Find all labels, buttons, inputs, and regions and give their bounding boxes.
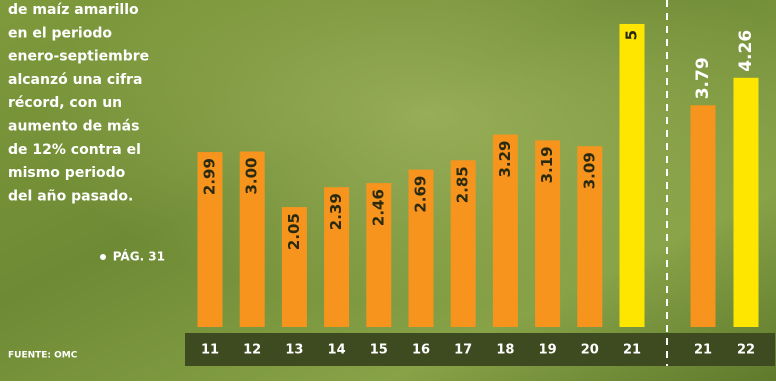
x-tick-label: 14	[328, 343, 346, 358]
x-tick-label: 13	[285, 343, 303, 358]
bar	[492, 134, 518, 327]
x-tick-label: 12	[243, 343, 261, 358]
bar	[619, 23, 645, 327]
bar	[535, 140, 561, 327]
x-tick-label: 21	[694, 343, 712, 358]
bars: 2.99 11 3.00 12 2.05 13 2.39 14 2.46 15 2.69 16 2.85…	[197, 23, 759, 358]
bar	[366, 183, 392, 327]
x-tick-label: 11	[201, 343, 219, 358]
text-line: en el periodo	[8, 25, 112, 41]
bar	[733, 77, 759, 327]
bar	[450, 160, 476, 327]
value-label: 3.79	[693, 57, 713, 99]
text-line: mismo periodo	[8, 165, 126, 181]
text-line: alcanzó una cifra	[8, 72, 142, 88]
category-strip	[185, 333, 775, 366]
x-tick-label: 18	[496, 343, 514, 358]
x-tick-label: 16	[412, 343, 430, 358]
value-label: 3.29	[496, 141, 514, 178]
text-line: del año pasado.	[8, 188, 133, 204]
value-label: 3.19	[538, 146, 556, 183]
bar	[197, 152, 223, 327]
text-line: de 12% contra el	[8, 142, 141, 158]
bullet	[100, 254, 106, 260]
source: FUENTE: OMC	[8, 351, 78, 361]
value-label: 2.69	[412, 176, 430, 213]
value-label: 4.26	[736, 30, 756, 72]
value-label: 2.39	[327, 193, 345, 230]
value-label: 3.09	[580, 152, 598, 189]
value-label: 2.85	[454, 166, 472, 203]
x-tick-label: 19	[539, 343, 557, 358]
bar	[281, 207, 307, 327]
x-tick-label: 22	[737, 343, 755, 358]
value-label: 5	[623, 30, 641, 40]
value-label: 2.99	[201, 158, 219, 195]
text-line: de maíz amarillo	[8, 2, 139, 18]
bar	[324, 187, 350, 327]
x-tick-label: 17	[454, 343, 472, 358]
text-line: aumento de más	[8, 119, 139, 135]
x-tick-label: 15	[370, 343, 388, 358]
text-line: enero-septiembre	[8, 49, 149, 65]
value-label: 2.46	[369, 189, 387, 226]
value-label: 3.00	[243, 158, 261, 195]
bar	[408, 169, 434, 327]
bar	[577, 146, 603, 327]
bar	[690, 105, 716, 327]
bar	[239, 151, 265, 327]
page-ref: PÁG. 31	[113, 249, 165, 264]
x-tick-label: 20	[581, 343, 599, 358]
text-line: récord, con un	[8, 95, 122, 111]
value-label: 2.05	[285, 213, 303, 250]
x-tick-label: 21	[623, 343, 641, 358]
text-block: de maíz amarillo en el periodo enero-septi…	[8, 2, 149, 204]
